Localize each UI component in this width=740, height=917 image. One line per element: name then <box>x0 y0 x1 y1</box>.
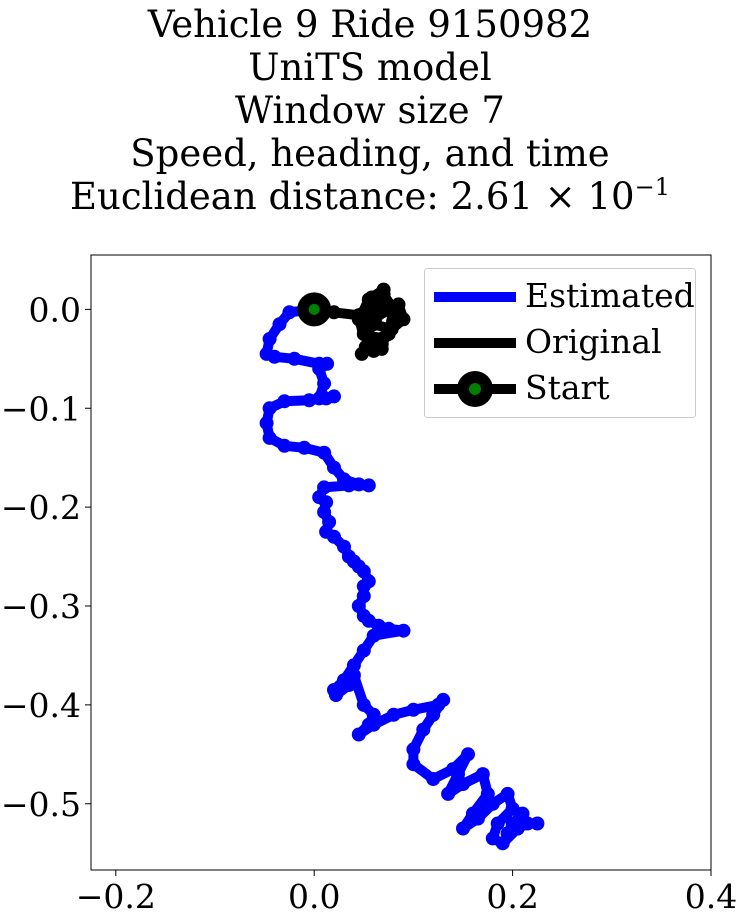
legend-line-estimated <box>434 292 516 302</box>
data-point-estimated <box>396 623 411 638</box>
legend-label-estimated: Estimated <box>525 276 695 315</box>
chart-title: Vehicle 9 Ride 9150982 UniTS model Windo… <box>0 0 740 218</box>
data-point-estimated <box>441 786 456 801</box>
data-point-estimated <box>456 821 470 836</box>
data-point-estimated <box>327 389 341 404</box>
y-tick-label: −0.4 <box>1 686 81 725</box>
data-point-estimated <box>356 579 371 594</box>
data-point-estimated <box>356 697 371 712</box>
data-point-estimated <box>312 361 327 376</box>
series-layer <box>259 282 545 851</box>
legend-marker-start <box>457 371 493 407</box>
legend-label-start: Start <box>525 368 610 407</box>
data-point-estimated <box>490 816 505 831</box>
data-point-estimated <box>356 643 371 658</box>
data-point-original <box>354 346 369 361</box>
data-point-original <box>381 327 396 342</box>
data-point-estimated <box>406 702 421 717</box>
data-point-estimated <box>317 376 332 391</box>
y-tick-label: −0.2 <box>1 488 81 527</box>
distance-base: 10 <box>587 175 635 218</box>
data-point-estimated <box>426 707 441 722</box>
y-tick-label: −0.3 <box>1 587 81 626</box>
data-point-estimated <box>461 747 475 762</box>
title-line-model: UniTS model <box>248 46 492 89</box>
x-tick-label: 0.0 <box>288 877 340 916</box>
axes-frame <box>90 254 712 871</box>
data-point-estimated <box>317 445 332 460</box>
data-point-estimated <box>436 692 451 707</box>
legend-line-original <box>434 338 516 348</box>
y-tick-label: −0.5 <box>1 785 81 824</box>
data-point-estimated <box>351 727 366 742</box>
title-line-distance: Euclidean distance: 2.61 × 10−1 <box>0 175 740 218</box>
data-point-original <box>361 332 376 346</box>
data-point-estimated <box>381 621 396 636</box>
x-tick-label: 0.2 <box>486 877 538 916</box>
y-tick-label: 0.0 <box>29 290 81 329</box>
data-point-estimated <box>406 757 421 772</box>
data-point-estimated <box>470 811 485 826</box>
legend-label-original: Original <box>525 322 662 361</box>
data-point-estimated <box>530 816 545 831</box>
data-point-estimated <box>277 394 292 409</box>
data-point-estimated <box>361 478 376 493</box>
data-point-estimated <box>272 317 287 332</box>
data-point-estimated <box>262 332 277 346</box>
data-point-estimated <box>302 393 317 408</box>
data-point-estimated <box>297 440 312 455</box>
legend-entry-start: Start <box>425 366 695 412</box>
data-point-estimated <box>287 351 302 366</box>
y-tick-label: −0.1 <box>1 389 81 428</box>
data-point-estimated <box>406 742 421 757</box>
data-point-estimated <box>341 478 356 493</box>
data-point-original <box>378 297 393 312</box>
x-tick-label: 0.4 <box>685 877 737 916</box>
data-point-estimated <box>277 438 292 453</box>
distance-label: Euclidean distance: 2.61 <box>70 175 533 218</box>
title-line-vehicle: Vehicle 9 Ride 9150982 <box>147 3 593 46</box>
data-point-estimated <box>262 430 277 445</box>
data-point-original <box>364 304 379 319</box>
data-point-estimated <box>267 349 282 364</box>
start-marker-center <box>308 303 320 315</box>
data-point-estimated <box>346 668 361 683</box>
data-point-estimated <box>366 717 381 732</box>
distance-exponent: −1 <box>634 173 670 201</box>
data-point-estimated <box>520 816 535 831</box>
data-point-estimated <box>500 786 515 801</box>
data-point-estimated <box>386 707 401 722</box>
axis-ticks: −0.2 0.0 0.2 0.4 0.0 −0.1 −0.2 −0.3 −0.4 −0.5 <box>1 290 737 916</box>
data-point-estimated <box>327 460 341 475</box>
data-point-estimated <box>346 658 361 673</box>
legend: Estimated Original Start <box>424 268 696 418</box>
x-tick-label: −0.2 <box>76 877 156 916</box>
data-point-estimated <box>282 305 297 320</box>
legend-entry-original: Original <box>425 320 695 366</box>
data-point-estimated <box>327 529 341 544</box>
data-point-original <box>351 312 366 327</box>
data-point-estimated <box>485 796 500 811</box>
data-point-original <box>361 292 376 307</box>
legend-entry-estimated: Estimated <box>425 274 695 320</box>
distance-times: × <box>544 175 576 218</box>
title-line-window: Window size 7 <box>235 89 505 132</box>
data-point-estimated <box>475 767 490 782</box>
data-point-original <box>388 314 403 329</box>
legend-marker-start-center <box>469 383 481 395</box>
data-point-estimated <box>456 777 470 791</box>
data-point-estimated <box>262 401 277 416</box>
data-point-estimated <box>259 416 274 431</box>
data-point-estimated <box>329 688 343 702</box>
data-point-estimated <box>426 772 441 786</box>
title-line-features: Speed, heading, and time <box>130 132 610 175</box>
data-point-estimated <box>366 628 381 643</box>
data-point-estimated <box>416 722 431 737</box>
